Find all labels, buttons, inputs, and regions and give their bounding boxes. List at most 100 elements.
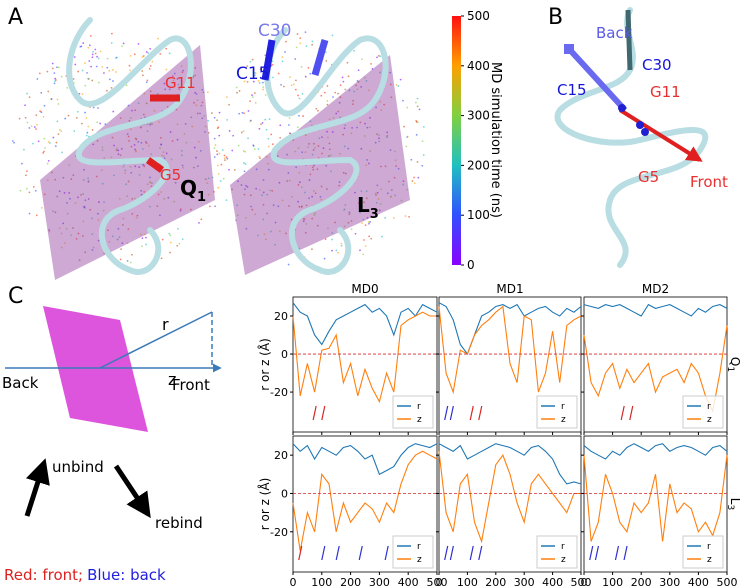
sim-point — [344, 124, 347, 127]
sim-point — [390, 189, 393, 191]
sim-point — [320, 198, 323, 201]
legend-label: z — [561, 555, 566, 565]
sim-point — [294, 88, 297, 91]
sim-point — [191, 125, 194, 128]
sim-point — [197, 140, 200, 143]
sim-point — [88, 60, 91, 62]
sim-point — [214, 144, 217, 146]
sim-point — [46, 70, 49, 73]
sim-point — [131, 197, 134, 200]
atom — [641, 128, 649, 136]
sim-point — [261, 194, 263, 196]
sim-point — [381, 235, 383, 238]
sim-point — [130, 253, 133, 256]
series-line — [292, 311, 437, 404]
sim-point — [304, 151, 307, 154]
event-marker — [335, 545, 340, 561]
sim-point — [363, 76, 366, 79]
sim-point — [264, 54, 267, 56]
sim-point — [90, 65, 93, 68]
sim-point — [361, 58, 363, 61]
sim-point — [244, 216, 247, 219]
sim-point — [206, 91, 209, 94]
sim-point — [97, 212, 99, 215]
sim-point — [57, 66, 60, 69]
sim-point — [110, 42, 113, 44]
sim-point — [208, 205, 211, 208]
sim-point — [140, 189, 143, 192]
sim-point — [146, 79, 149, 82]
sim-point — [376, 133, 378, 136]
sim-point — [257, 148, 260, 150]
series-line — [438, 305, 582, 395]
sim-point — [106, 66, 109, 69]
sim-point — [70, 178, 73, 180]
sim-point — [258, 82, 261, 84]
sim-point — [368, 162, 370, 165]
sim-point — [102, 209, 105, 212]
sim-point — [352, 103, 354, 105]
sim-point — [295, 46, 298, 49]
sim-point — [384, 217, 387, 219]
sim-point — [149, 65, 152, 67]
sim-point — [25, 174, 27, 177]
sim-point — [347, 221, 350, 224]
sim-point — [250, 205, 252, 208]
sim-point — [183, 133, 186, 135]
event-marker — [321, 545, 326, 561]
sim-point — [213, 116, 216, 119]
sim-point — [362, 218, 365, 221]
sim-point — [262, 86, 265, 89]
sim-point — [384, 165, 387, 168]
sim-point — [294, 150, 297, 153]
sim-point — [142, 74, 144, 77]
sim-point — [140, 193, 143, 196]
sim-point — [406, 135, 409, 138]
sim-point — [389, 71, 392, 74]
sim-point — [178, 242, 181, 245]
sim-point — [135, 216, 138, 219]
sim-point — [169, 131, 172, 133]
sim-point — [54, 77, 57, 80]
sim-point — [339, 96, 342, 99]
sim-point — [159, 147, 161, 149]
sim-point — [80, 193, 82, 196]
sim-point — [207, 177, 210, 180]
sim-point — [108, 240, 111, 243]
sim-point — [159, 214, 161, 217]
sim-point — [60, 75, 63, 78]
sim-point — [142, 164, 144, 166]
sim-point — [421, 164, 424, 167]
event-marker — [478, 405, 483, 421]
sim-point — [207, 119, 210, 122]
sim-point — [129, 54, 132, 57]
sim-point — [111, 235, 114, 238]
sim-point — [40, 206, 43, 209]
sim-point — [61, 151, 63, 154]
x-tick-label: 400 — [542, 576, 563, 587]
sim-point — [150, 153, 153, 155]
sim-point — [13, 141, 16, 144]
sim-point — [265, 128, 268, 131]
series-line — [438, 302, 582, 356]
sim-point — [146, 123, 149, 126]
legend-box — [682, 535, 724, 569]
sim-point — [48, 230, 51, 233]
b-label: G5 — [638, 168, 659, 186]
sim-point — [337, 92, 339, 95]
sim-point — [357, 81, 360, 83]
colorbar-tick-label: 500 — [467, 9, 490, 23]
sim-point — [184, 122, 187, 125]
sim-point — [272, 204, 275, 207]
sim-point — [126, 195, 129, 198]
sim-point — [145, 142, 148, 145]
sim-point — [343, 127, 346, 130]
sim-point — [389, 149, 392, 152]
sim-point — [413, 176, 415, 179]
sim-point — [119, 154, 122, 157]
sim-point — [290, 84, 293, 87]
sim-point — [251, 208, 254, 211]
sim-point — [258, 127, 261, 130]
residue-label: C30 — [258, 21, 292, 41]
